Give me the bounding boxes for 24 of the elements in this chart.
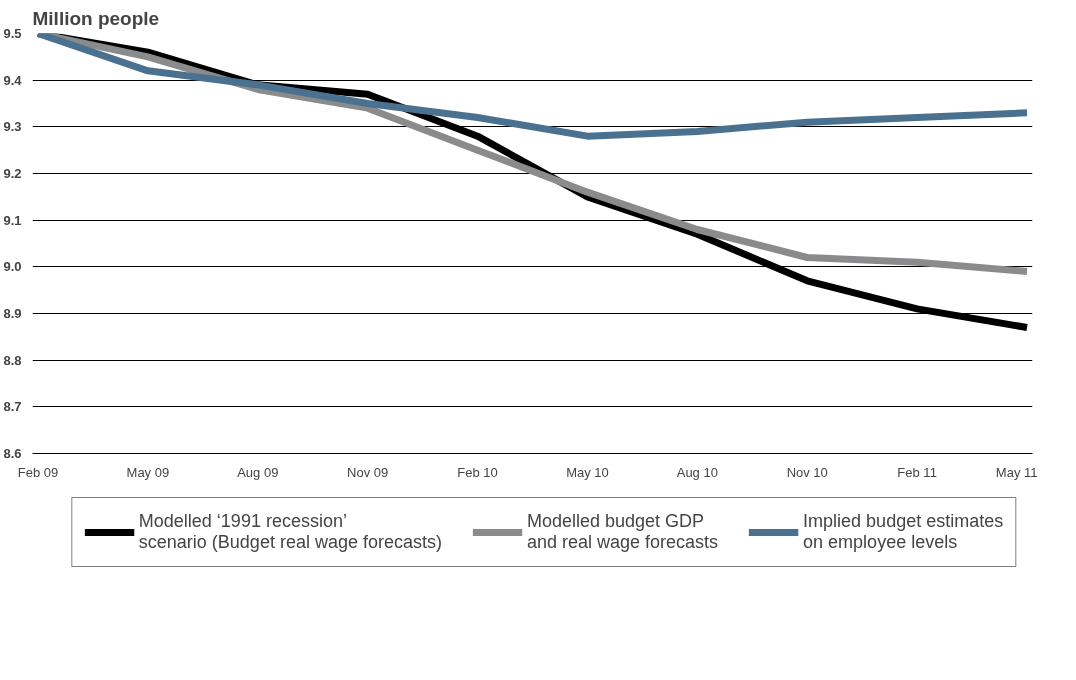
legend-label: Modelled budget GDP and real wage forecasts <box>526 510 719 554</box>
y-tick-label: 8.6 <box>3 446 22 461</box>
y-tick-label: 8.7 <box>3 399 22 415</box>
x-tick-label: Feb 09 <box>17 464 59 480</box>
y-tick-label: 8.9 <box>3 306 22 321</box>
x-tick-label: May 11 <box>995 464 1038 480</box>
y-tick-label: 8.8 <box>3 352 22 368</box>
x-tick-label: May 09 <box>126 464 170 480</box>
y-tick-label: 9.2 <box>3 166 22 181</box>
x-tick-label: Nov 09 <box>347 464 389 480</box>
legend-label: Modelled ‘1991 recession’ scenario (Budget real wage forecasts) <box>138 510 442 554</box>
y-tick-label: 9.0 <box>3 259 22 275</box>
x-tick-label: Feb 11 <box>897 464 937 480</box>
chart-title: Million people <box>32 7 160 29</box>
y-tick-label: 9.5 <box>3 26 22 41</box>
y-tick-label: 9.3 <box>3 119 22 135</box>
x-tick-label: May 10 <box>566 464 609 480</box>
x-tick-label: Aug 10 <box>676 464 718 480</box>
y-tick-label: 9.4 <box>3 72 23 88</box>
y-tick-label: 9.1 <box>3 212 22 228</box>
x-tick-label: Aug 09 <box>237 464 279 480</box>
legend-label: Implied budget estimates on employee levels <box>803 510 1004 554</box>
x-tick-label: Feb 10 <box>457 464 498 480</box>
x-tick-label: Nov 10 <box>786 464 828 480</box>
